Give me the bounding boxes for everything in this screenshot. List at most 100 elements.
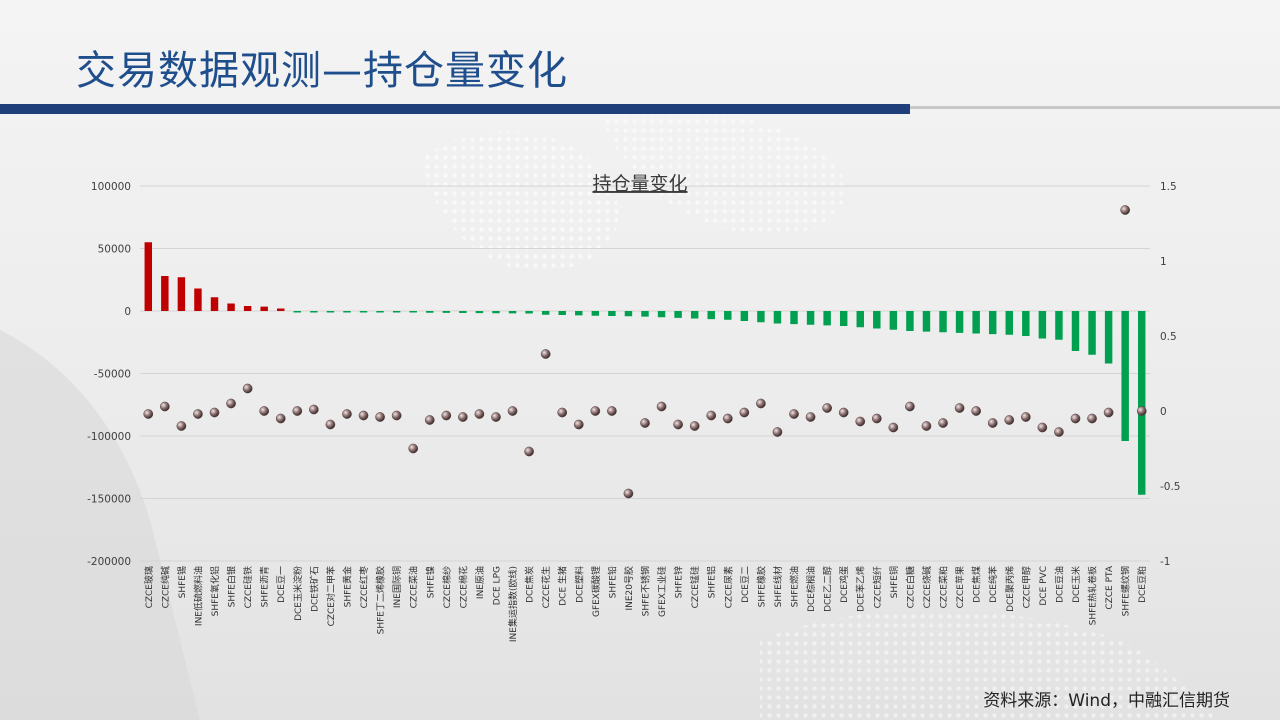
- scatter-point: [954, 403, 965, 413]
- x-axis-category-label: INE原油: [474, 566, 486, 599]
- x-axis-category-label: SHFE镍: [424, 566, 436, 598]
- scatter-point: [242, 383, 253, 394]
- bar: [475, 311, 484, 314]
- bar: [790, 311, 798, 325]
- x-axis-category-label: CZCE红枣: [358, 566, 370, 608]
- x-axis-category-label: SHFE丁二烯橡胶: [375, 566, 387, 634]
- bar: [773, 311, 782, 324]
- x-axis-category-label: DCE聚丙烯: [1004, 566, 1016, 612]
- scatter-point: [342, 409, 352, 419]
- bar: [707, 311, 715, 320]
- scatter-point: [325, 419, 336, 430]
- scatter-point: [739, 407, 750, 418]
- bar: [210, 297, 219, 311]
- x-axis-category-label: CZCE硅铁: [242, 566, 254, 608]
- x-axis-category-label: CZCE甲醇: [1020, 566, 1032, 608]
- scatter-point: [524, 446, 534, 457]
- x-axis-category-label: SHFE燃油: [789, 566, 801, 607]
- bar: [823, 311, 831, 326]
- scatter-point: [805, 412, 816, 422]
- x-axis-category-label: DCE乙二醇: [822, 566, 834, 612]
- scatter-point: [193, 409, 203, 419]
- x-axis-category-label: DCE 生猪: [557, 566, 569, 606]
- scatter-point: [722, 413, 733, 424]
- bar: [392, 311, 401, 313]
- scatter-point: [1136, 406, 1147, 416]
- bar: [575, 311, 583, 316]
- bar: [525, 311, 533, 314]
- x-axis-category-label: SHFE沥青: [259, 566, 271, 607]
- bar: [1137, 311, 1146, 495]
- bar: [177, 277, 186, 311]
- y-axis-tick-label: -200000: [87, 556, 131, 568]
- x-axis-category-label: INE国际铜: [391, 566, 403, 608]
- x-axis-category-label: GFEX工业硅: [656, 566, 668, 617]
- scatter-point: [789, 409, 799, 419]
- scatter-point: [871, 413, 882, 424]
- scatter-point: [756, 398, 766, 409]
- x-axis-category-label: DCE铁矿石: [308, 566, 320, 612]
- y-axis-tick-label: 50000: [98, 244, 131, 256]
- bar: [873, 311, 881, 329]
- bar: [657, 311, 666, 318]
- bar: [426, 311, 434, 313]
- bar: [839, 311, 848, 326]
- scatter-point: [838, 407, 849, 418]
- y2-axis-tick-label: -1: [1160, 556, 1170, 568]
- y-axis-tick-label: -100000: [87, 431, 131, 443]
- x-axis-category-label: SHFE铝: [706, 566, 718, 598]
- scatter-point: [1037, 422, 1048, 433]
- bar: [459, 311, 467, 313]
- x-axis-category-label: CZCE花生: [540, 566, 552, 608]
- bar: [1005, 311, 1013, 335]
- y2-axis-tick-label: 1: [1160, 256, 1167, 268]
- x-axis-category-label: CZCE苹果: [954, 566, 966, 608]
- x-axis-category-label: CZCE PTA: [1105, 565, 1115, 610]
- x-axis-category-label: SHFE铅: [606, 566, 618, 598]
- x-axis-category-label: DCE焦炭: [524, 566, 536, 603]
- scatter-point: [855, 416, 866, 427]
- x-axis-category-label: DCE棕榈油: [805, 566, 817, 612]
- scatter-point: [143, 409, 154, 419]
- x-axis-category-label: CZCE白糖: [904, 566, 916, 608]
- scatter-point: [292, 406, 303, 416]
- x-axis-category-label: SHFE锌: [673, 566, 685, 598]
- scatter-point: [905, 401, 915, 412]
- x-axis-category-label: CZCE棉纱: [441, 566, 453, 608]
- scatter-point: [159, 401, 170, 412]
- source-note: 资料来源：Wind，中融汇信期货: [983, 691, 1230, 711]
- scatter-point: [1103, 407, 1114, 418]
- bar: [624, 311, 633, 317]
- x-axis-category-label: CZCE短纤: [871, 566, 883, 608]
- bar: [293, 311, 302, 313]
- x-axis-category-label: CZCE尿素: [722, 566, 734, 608]
- bar: [591, 311, 600, 316]
- x-axis-category-label: DCE玉米: [1070, 566, 1082, 603]
- bar: [558, 311, 566, 315]
- x-axis-category-label: INE集运指数(欧线): [507, 566, 519, 642]
- bar: [1038, 311, 1047, 339]
- x-axis-category-label: GFEX碳酸锂: [590, 566, 602, 617]
- bar: [641, 311, 649, 317]
- bar: [376, 311, 384, 313]
- scatter-point: [507, 406, 518, 416]
- scatter-point: [573, 419, 584, 430]
- scatter-point: [458, 412, 468, 422]
- scatter-point: [623, 488, 634, 499]
- bar: [508, 311, 517, 314]
- x-axis-category-label: CZCE玻璃: [143, 566, 155, 608]
- x-axis-category-label: CZCE锰硅: [689, 566, 701, 608]
- x-axis-category-label: CZCE对二甲苯: [325, 566, 337, 626]
- x-axis-category-label: DCE豆粕: [1136, 566, 1148, 603]
- bar: [1121, 311, 1129, 441]
- scatter-point: [772, 427, 783, 437]
- scatter-point: [673, 419, 683, 430]
- y-axis-tick-label: -50000: [94, 369, 131, 381]
- scatter-point: [1054, 427, 1064, 437]
- scatter-point: [1087, 413, 1097, 424]
- x-axis-category-label: SHFE橡胶: [755, 566, 767, 607]
- x-axis-category-label: SHFE热轧卷板: [1087, 566, 1099, 625]
- scatter-point: [408, 443, 419, 454]
